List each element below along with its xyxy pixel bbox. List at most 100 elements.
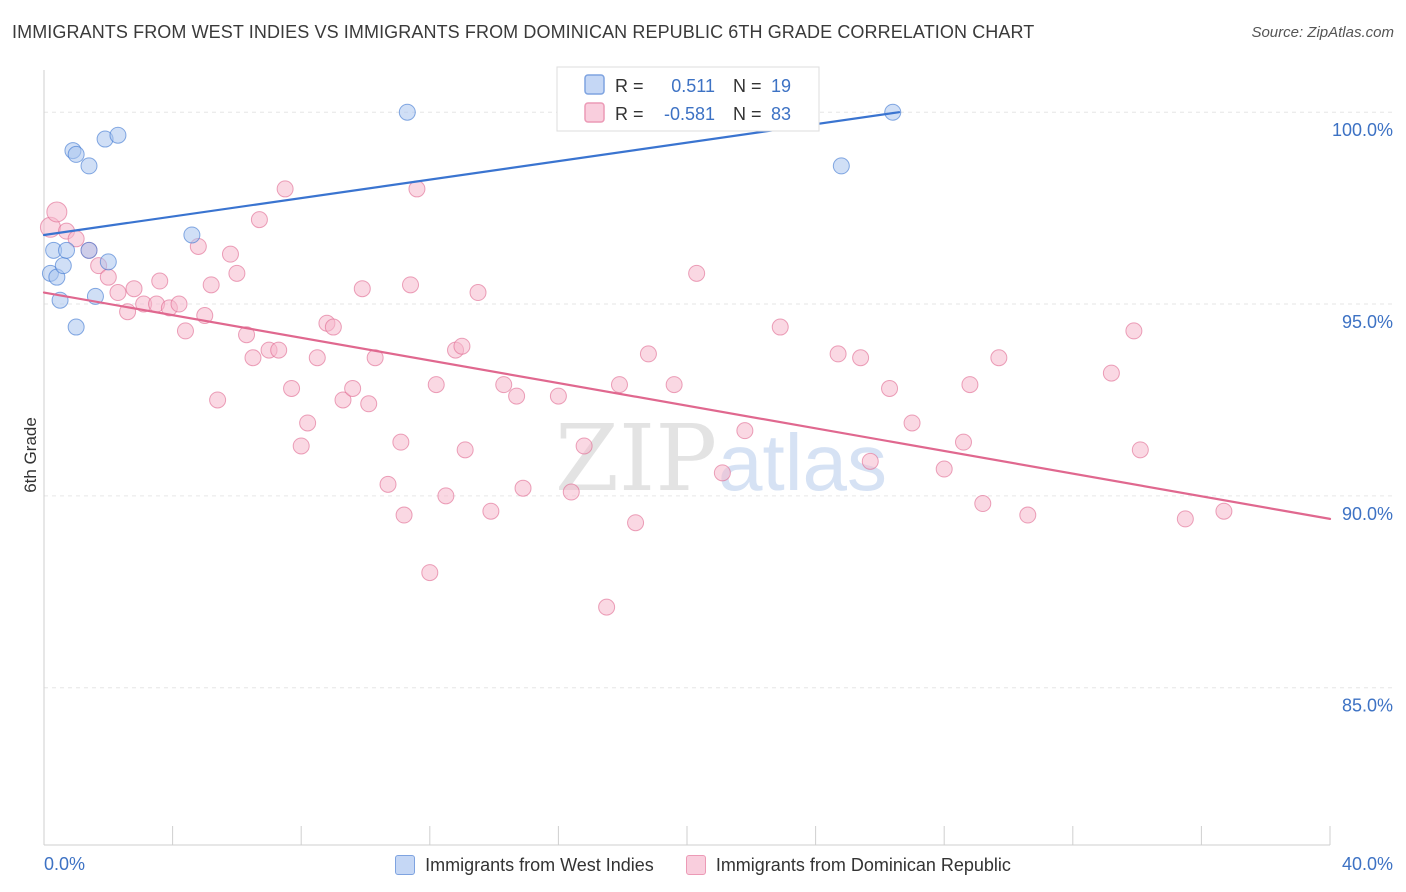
dominican-republic-point-51	[482, 502, 500, 520]
dominican-republic-point-72	[935, 460, 953, 478]
dominican-republic-point-39	[379, 475, 397, 493]
dominican-republic-point-30	[299, 414, 317, 432]
y-tick-label-2: 90.0%	[1342, 504, 1393, 524]
dominican-republic-point-48	[453, 337, 471, 355]
dominican-republic-point-54	[514, 479, 532, 497]
dominican-republic-point-37	[360, 395, 378, 413]
west-indies-point-11	[80, 241, 98, 259]
dominican-republic-trend-line	[42, 291, 1332, 520]
legend-swatch-west-indies	[395, 855, 416, 875]
dominican-republic-point-41	[395, 506, 413, 524]
stats-n-label-pink: N =	[733, 104, 762, 124]
x-tick-label-0: 0.0%	[44, 854, 85, 874]
west-indies-point-12	[99, 253, 117, 271]
y-tick-label-0: 100.0%	[1332, 120, 1393, 140]
dominican-republic-point-73	[954, 433, 972, 451]
dominican-republic-point-82	[990, 349, 1008, 367]
stats-legend-swatch-pink	[584, 102, 605, 123]
dominican-republic-point-71	[903, 414, 921, 432]
dominican-republic-point-50	[469, 284, 487, 302]
dominican-republic-point-55	[549, 387, 567, 405]
dominican-republic-point-6	[99, 268, 117, 286]
dominican-republic-point-36	[353, 280, 371, 298]
dominican-republic-point-76	[1019, 506, 1037, 524]
dominican-republic-point-60	[627, 514, 645, 532]
legend-label-dominican-republic: Immigrants from Dominican Republic	[715, 854, 1011, 875]
stats-n-value-blue: 19	[771, 76, 791, 96]
dominican-republic-point-35	[344, 379, 362, 397]
west-indies-trend-line	[42, 111, 901, 237]
dominican-republic-point-66	[771, 318, 789, 336]
dominican-republic-point-33	[324, 318, 342, 336]
dominican-republic-point-15	[176, 322, 194, 340]
west-indies-point-14	[67, 318, 85, 336]
dominican-republic-point-67	[829, 345, 847, 363]
watermark: ZIP atlas	[555, 405, 887, 512]
stats-r-value-blue: 0.511	[671, 76, 715, 96]
dominican-republic-point-40	[392, 433, 410, 451]
legend-swatch-dominican-republic	[685, 855, 706, 875]
dominican-republic-point-79	[1131, 441, 1149, 459]
dominican-republic-point-20	[221, 245, 239, 263]
dominican-republic-point-78	[1125, 322, 1143, 340]
dominican-republic-point-74	[961, 376, 979, 394]
dominican-republic-point-12	[151, 272, 169, 290]
dominican-republic-point-7	[109, 284, 127, 302]
grid-lines	[44, 111, 1392, 689]
dominican-republic-point-26	[270, 341, 288, 359]
dominican-republic-point-49	[456, 441, 474, 459]
bottom-legend: Immigrants from West Indies Immigrants f…	[0, 852, 1406, 878]
stats-n-value-pink: 83	[771, 104, 791, 124]
dominican-republic-point-63	[688, 264, 706, 282]
dominican-republic-point-18	[202, 276, 220, 294]
axes	[43, 70, 1331, 846]
dominican-republic-point-44	[421, 564, 439, 582]
dominican-republic-point-52	[495, 376, 513, 394]
dominican-republic-point-21	[228, 264, 246, 282]
dominican-republic-point-59	[610, 376, 628, 394]
x-tick-labels: 0.0% 40.0%	[44, 854, 1393, 874]
dominican-republic-point-57	[575, 437, 593, 455]
dominican-republic-point-80	[1176, 510, 1194, 528]
dominican-republic-point-75	[974, 495, 992, 513]
west-indies-point-4	[58, 241, 76, 259]
stats-legend: R = 0.511 N = 19 R = -0.581 N = 83	[556, 66, 820, 132]
dominican-republic-point-69	[861, 452, 879, 470]
dominican-republic-point-56	[562, 483, 580, 501]
dominican-republic-point-29	[292, 437, 310, 455]
stats-r-label-blue: R =	[615, 76, 644, 96]
dominican-republic-point-28	[283, 379, 301, 397]
y-tick-label-1: 95.0%	[1342, 312, 1393, 332]
dominican-republic-point-70	[881, 379, 899, 397]
stats-n-label-blue: N =	[733, 76, 762, 96]
legend-label-west-indies: Immigrants from West Indies	[425, 854, 654, 875]
chart-title: IMMIGRANTS FROM WEST INDIES VS IMMIGRANT…	[12, 22, 1035, 42]
stats-r-value-pink: -0.581	[664, 104, 715, 124]
stats-r-label-pink: R =	[615, 104, 644, 124]
y-axis-label: 6th Grade	[21, 417, 40, 493]
dominican-republic-point-27	[276, 180, 294, 198]
dominican-republic-point-1	[46, 201, 68, 223]
dominican-republic-point-19	[209, 391, 227, 409]
dominican-republic-point-81	[1215, 502, 1233, 520]
dominican-republic-point-62	[665, 376, 683, 394]
dominican-republic-point-77	[1102, 364, 1120, 382]
dominican-republic-point-46	[437, 487, 455, 505]
west-indies-point-10	[109, 126, 127, 144]
dominican-republic-point-61	[639, 345, 657, 363]
dominican-republic-point-24	[250, 211, 268, 229]
west-indies-point-8	[80, 157, 98, 175]
watermark-zip: ZIP	[555, 405, 717, 512]
west-indies-point-7	[67, 145, 85, 163]
legend-item-west-indies: Immigrants from West Indies	[395, 852, 654, 878]
dominican-republic-point-58	[598, 598, 616, 616]
dominican-republic-point-68	[852, 349, 870, 367]
x-tick-label-1: 40.0%	[1342, 854, 1393, 874]
dominican-republic-point-42	[402, 276, 420, 294]
dominican-republic-point-9	[125, 280, 143, 298]
west-indies-point-15	[183, 226, 201, 244]
trend-lines	[42, 111, 1332, 520]
dominican-republic-point-14	[170, 295, 188, 313]
dominican-republic-point-31	[308, 349, 326, 367]
